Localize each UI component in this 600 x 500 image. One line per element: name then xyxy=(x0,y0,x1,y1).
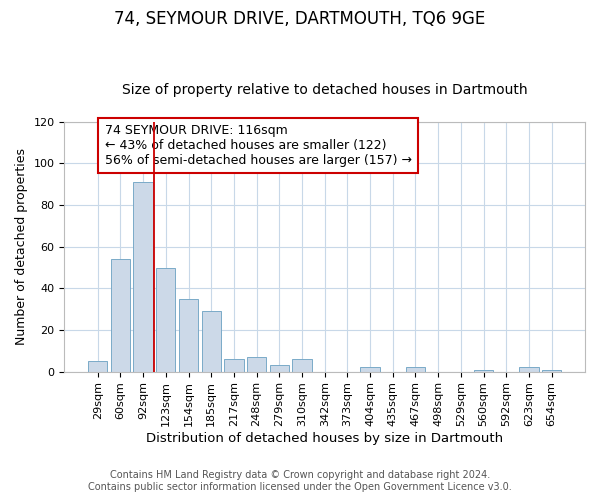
Text: 74 SEYMOUR DRIVE: 116sqm
← 43% of detached houses are smaller (122)
56% of semi-: 74 SEYMOUR DRIVE: 116sqm ← 43% of detach… xyxy=(104,124,412,167)
Bar xyxy=(179,298,198,372)
Text: Contains HM Land Registry data © Crown copyright and database right 2024.: Contains HM Land Registry data © Crown c… xyxy=(110,470,490,480)
Bar xyxy=(474,370,493,372)
Bar xyxy=(406,368,425,372)
Bar xyxy=(292,359,311,372)
Y-axis label: Number of detached properties: Number of detached properties xyxy=(15,148,28,345)
Bar xyxy=(88,361,107,372)
Bar xyxy=(361,368,380,372)
Bar xyxy=(247,357,266,372)
Bar xyxy=(542,370,562,372)
Bar xyxy=(224,359,244,372)
Bar xyxy=(111,259,130,372)
Text: 74, SEYMOUR DRIVE, DARTMOUTH, TQ6 9GE: 74, SEYMOUR DRIVE, DARTMOUTH, TQ6 9GE xyxy=(115,10,485,28)
Bar xyxy=(269,366,289,372)
Text: Contains public sector information licensed under the Open Government Licence v3: Contains public sector information licen… xyxy=(88,482,512,492)
Bar xyxy=(520,368,539,372)
Bar xyxy=(133,182,153,372)
Bar xyxy=(202,311,221,372)
Bar xyxy=(156,268,175,372)
Title: Size of property relative to detached houses in Dartmouth: Size of property relative to detached ho… xyxy=(122,83,527,97)
X-axis label: Distribution of detached houses by size in Dartmouth: Distribution of detached houses by size … xyxy=(146,432,503,445)
